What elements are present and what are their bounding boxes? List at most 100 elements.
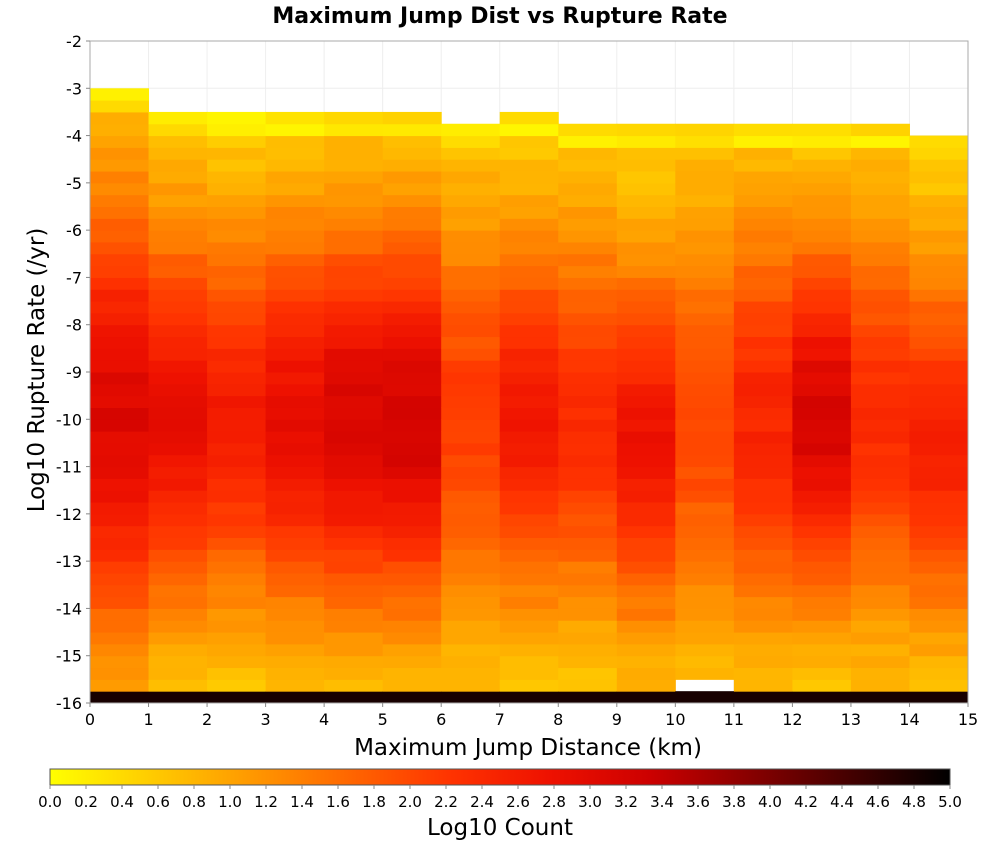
heatmap-cell: [441, 253, 501, 267]
heatmap-cell: [382, 643, 442, 657]
y-tick-label: -4: [66, 127, 82, 146]
heatmap-cell: [909, 159, 969, 172]
heatmap-cell: [207, 348, 267, 361]
heatmap-cell: [148, 289, 208, 302]
heatmap-cell: [733, 466, 793, 479]
heatmap-cell: [558, 159, 618, 172]
heatmap-cell: [207, 301, 267, 314]
heatmap-cell: [792, 241, 852, 255]
heatmap-cell: [441, 383, 501, 397]
heatmap-cell: [558, 324, 618, 338]
heatmap-cell: [382, 230, 442, 243]
heatmap-cell: [207, 277, 267, 290]
heatmap-cell: [616, 454, 676, 468]
x-tick-label: 2: [202, 710, 212, 729]
heatmap-cell: [675, 454, 735, 468]
heatmap-cell: [499, 620, 559, 633]
heatmap-cell: [558, 490, 618, 503]
heatmap-cell: [733, 123, 793, 137]
heatmap-cell: [324, 159, 384, 172]
colorbar-tick-label: 5.0: [938, 793, 962, 811]
y-tick-label: -3: [66, 79, 82, 98]
heatmap-cell: [148, 111, 208, 125]
heatmap-cell: [909, 608, 969, 621]
heatmap-cell: [148, 336, 208, 349]
heatmap-cell: [148, 230, 208, 243]
colorbar-label: Log10 Count: [427, 815, 573, 841]
heatmap-cell: [616, 253, 676, 267]
heatmap-cell: [148, 159, 208, 172]
colorbar-tick-label: 3.6: [686, 793, 710, 811]
heatmap-cell: [499, 123, 559, 137]
heatmap-cell: [265, 466, 325, 479]
heatmap-cell: [733, 549, 793, 562]
heatmap-cell: [148, 324, 208, 338]
heatmap-cell: [909, 407, 969, 420]
heatmap-cell: [265, 537, 325, 550]
heatmap-cell: [733, 431, 793, 444]
heatmap-cell: [558, 171, 618, 184]
heatmap-cell: [207, 253, 267, 267]
y-tick-label: -2: [66, 32, 82, 51]
heatmap-cell: [733, 419, 793, 432]
heatmap-cell: [148, 608, 208, 621]
heatmap-cell: [90, 502, 150, 515]
heatmap-cell: [148, 171, 208, 184]
heatmap-cell: [850, 218, 910, 231]
heatmap-cell: [148, 218, 208, 231]
heatmap-cell: [382, 395, 442, 408]
heatmap-cell: [207, 454, 267, 468]
heatmap-cell: [733, 159, 793, 172]
heatmap-cell: [324, 324, 384, 338]
heatmap-cell: [382, 171, 442, 184]
heatmap-cell: [733, 442, 793, 456]
heatmap-cell: [675, 584, 735, 598]
heatmap-cell: [324, 572, 384, 586]
heatmap-cell: [675, 572, 735, 586]
heatmap-cell: [850, 230, 910, 243]
heatmap-cell: [207, 478, 267, 491]
heatmap-cell: [148, 253, 208, 267]
heatmap-cell: [382, 596, 442, 609]
heatmap-cell: [324, 537, 384, 550]
heatmap-cell: [207, 502, 267, 515]
heatmap-cell: [382, 147, 442, 160]
heatmap-cell: [850, 572, 910, 586]
heatmap-cell: [909, 395, 969, 408]
heatmap-cell: [675, 407, 735, 420]
heatmap-cell: [499, 442, 559, 456]
heatmap-cell: [792, 643, 852, 657]
heatmap-cell: [792, 608, 852, 621]
heatmap-cell: [324, 679, 384, 692]
heatmap-cell: [207, 360, 267, 373]
heatmap-cell: [792, 171, 852, 184]
heatmap-cell: [499, 691, 559, 704]
heatmap-cell: [733, 490, 793, 503]
heatmap-cell: [499, 230, 559, 243]
heatmap-cell: [90, 407, 150, 420]
heatmap-cell: [558, 667, 618, 680]
heatmap-cell: [909, 620, 969, 633]
heatmap-cell: [499, 194, 559, 207]
heatmap-cell: [909, 348, 969, 361]
colorbar-tick-label: 4.2: [794, 793, 818, 811]
heatmap-cell: [265, 691, 325, 704]
heatmap-cell: [909, 478, 969, 491]
heatmap-cell: [90, 431, 150, 444]
heatmap-cell: [265, 655, 325, 669]
heatmap-cell: [616, 679, 676, 692]
heatmap-cell: [90, 620, 150, 633]
heatmap-cell: [675, 171, 735, 184]
heatmap-cell: [324, 218, 384, 231]
heatmap-cell: [733, 561, 793, 574]
heatmap-cell: [441, 360, 501, 373]
heatmap-cell: [675, 123, 735, 137]
heatmap-cell: [850, 679, 910, 692]
heatmap-cell: [207, 608, 267, 621]
heatmap-cell: [675, 632, 735, 645]
heatmap-cell: [90, 218, 150, 231]
heatmap-cell: [733, 502, 793, 515]
heatmap-cell: [675, 655, 735, 669]
heatmap-cell: [499, 679, 559, 692]
heatmap-cell: [850, 466, 910, 479]
